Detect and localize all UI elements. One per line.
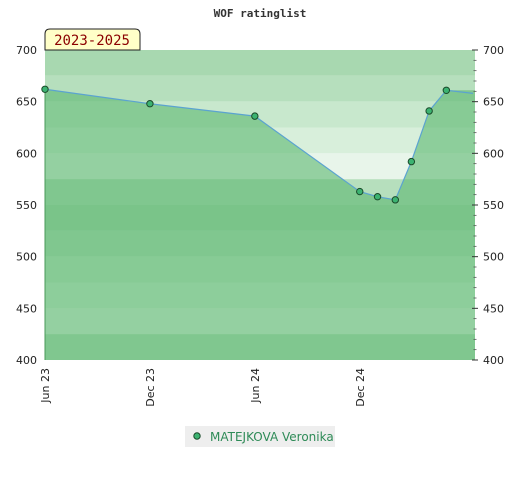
data-point xyxy=(41,85,49,93)
x-tick-label: Jun 23 xyxy=(39,368,52,404)
legend-marker xyxy=(193,432,201,440)
y-tick-label-right: 450 xyxy=(483,302,504,315)
x-tick-label: Dec 24 xyxy=(354,368,367,407)
series-points xyxy=(41,85,451,204)
y-tick-label-left: 550 xyxy=(16,199,37,212)
legend-box xyxy=(185,426,335,447)
x-tick-label: Dec 23 xyxy=(144,368,157,407)
period-badge-box xyxy=(44,28,141,51)
series-area-fill xyxy=(45,89,475,361)
y-tick-label-right: 550 xyxy=(483,199,504,212)
y-tick-label-left: 700 xyxy=(16,44,37,57)
data-point xyxy=(442,86,451,95)
x-tick-label: Jun 24 xyxy=(249,368,262,404)
y-axis-left: 400 450 500 550 600 650 700 xyxy=(16,44,37,367)
period-badge: 2023-2025 xyxy=(44,28,141,51)
y-tick-label-left: 450 xyxy=(16,302,37,315)
series-area xyxy=(45,89,475,361)
data-point xyxy=(356,187,364,196)
y-axis-right: 400 450 500 550 600 650 700 xyxy=(472,44,504,367)
data-point xyxy=(251,112,259,120)
y-tick-label-left: 500 xyxy=(16,251,37,264)
y-tick-label-left: 650 xyxy=(16,96,37,109)
data-point xyxy=(146,100,154,108)
background-band xyxy=(45,75,475,102)
y-tick-label-right: 700 xyxy=(483,44,504,57)
period-badge-label: 2023-2025 xyxy=(54,33,130,49)
x-axis: Jun 23 Dec 23 Jun 24 Dec 24 xyxy=(39,368,367,407)
series-line xyxy=(44,88,474,360)
y-tick-label-right: 400 xyxy=(483,354,504,367)
background-band xyxy=(45,50,475,76)
legend: MATEJKOVA Veronika xyxy=(185,426,335,447)
y-tick-label-right: 600 xyxy=(483,147,504,160)
y-tick-label-left: 400 xyxy=(16,354,37,367)
y-tick-label-right: 500 xyxy=(483,251,504,264)
data-point xyxy=(425,107,433,115)
legend-label: MATEJKOVA Veronika xyxy=(210,430,334,444)
data-point xyxy=(391,196,400,204)
chart-title: WOF ratinglist xyxy=(214,7,307,20)
series-line-path xyxy=(44,88,474,201)
data-point xyxy=(407,157,416,166)
y-tick-label-right: 650 xyxy=(483,96,504,109)
y-tick-label-left: 600 xyxy=(16,147,37,160)
data-point xyxy=(373,193,382,201)
